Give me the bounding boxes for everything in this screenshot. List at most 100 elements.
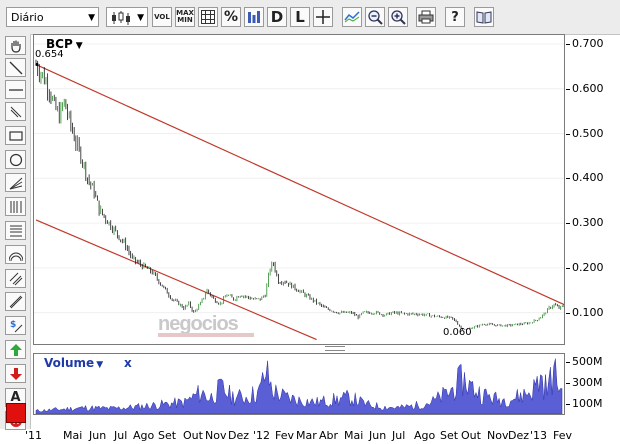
hand-tool-button[interactable] xyxy=(5,36,26,55)
book-button[interactable] xyxy=(474,7,494,27)
line-tool-button[interactable] xyxy=(5,58,26,77)
arrow-up-icon xyxy=(9,343,22,356)
line-icon xyxy=(9,61,22,74)
price-axis-tick xyxy=(566,223,570,225)
chevron-down-icon: ▼ xyxy=(137,13,144,23)
ellipse-tool-button[interactable] xyxy=(5,150,26,169)
price-axis-tick xyxy=(566,133,570,135)
price-axis-tick xyxy=(566,88,570,90)
grid-toggle-button[interactable] xyxy=(198,7,218,27)
buy-arrow-tool-button[interactable] xyxy=(5,340,26,359)
volume-chart-pane[interactable]: Volume ▼ x xyxy=(33,353,565,415)
price-axis-label: 0.200 xyxy=(572,260,604,274)
vertical-line-tool-button[interactable] xyxy=(5,102,26,121)
time-axis-label: Mar xyxy=(296,429,317,442)
drawing-tools-panel: $ A xyxy=(0,34,31,430)
time-axis-label: Dez xyxy=(508,429,530,442)
time-axis-label: Jun xyxy=(369,429,387,442)
parallel-lines-tool-button[interactable] xyxy=(5,292,26,311)
svg-text:$: $ xyxy=(10,320,16,330)
time-axis-label: Abr xyxy=(319,429,339,442)
log-button[interactable]: L xyxy=(290,7,310,27)
trendline-2 xyxy=(35,219,317,341)
maxmin-toggle-button[interactable]: MAX MIN xyxy=(175,7,195,27)
print-button[interactable] xyxy=(416,7,436,27)
arc-tool-button[interactable] xyxy=(5,245,26,264)
sell-arrow-tool-button[interactable] xyxy=(5,364,26,383)
volume-area xyxy=(35,358,563,414)
close-volume-button[interactable]: x xyxy=(124,356,132,370)
price-axis-label: 0.700 xyxy=(572,36,604,50)
volume-axis-tick xyxy=(566,382,570,384)
price-axis: 0.700 0.600 0.500 0.400 0.300 0.200 0.100 xyxy=(566,34,620,345)
watermark-bar xyxy=(158,333,254,337)
compare-button[interactable] xyxy=(244,7,264,27)
price-axis-label: 0.400 xyxy=(572,171,604,185)
time-axis-label: Out xyxy=(183,429,203,442)
color-swatch-button[interactable] xyxy=(6,403,26,423)
price-axis-label: 0.500 xyxy=(572,126,604,140)
chart-type-select[interactable]: ▼ xyxy=(106,7,148,27)
fibonacci-vertical-tool-button[interactable] xyxy=(5,197,26,216)
dollar-tool-button[interactable]: $ xyxy=(5,316,26,335)
time-axis-label: Nov xyxy=(487,429,509,442)
chevron-down-icon: ▼ xyxy=(96,360,104,370)
volume-toggle-button[interactable]: VOL xyxy=(152,7,172,27)
watermark-logo: negocios xyxy=(158,313,239,335)
zoom-out-button[interactable] xyxy=(365,7,385,27)
volume-title: Volume xyxy=(44,356,95,370)
time-axis: '11 Mai Jun Jul Ago Set Out Nov Dez '12 Fev Mar Abr M… xyxy=(0,428,620,444)
volume-axis-tick xyxy=(566,403,570,405)
time-axis-label: Mai xyxy=(344,429,364,442)
price-chart xyxy=(34,43,564,341)
time-axis-label: Nov xyxy=(205,429,227,442)
zoom-in-icon xyxy=(391,10,406,25)
time-axis-label: Fev xyxy=(553,429,573,442)
volume-indicator-selector[interactable]: Volume ▼ xyxy=(44,356,103,370)
time-axis-label: Ago xyxy=(133,429,155,442)
price-chart-pane[interactable]: BCP ▼ 0.654 0.060 negocios xyxy=(33,34,565,345)
channel-tool-button[interactable] xyxy=(5,269,26,288)
crosshair-button[interactable] xyxy=(313,7,333,27)
zoom-in-button[interactable] xyxy=(388,7,408,27)
time-axis-label: Dez xyxy=(228,429,250,442)
daily-button[interactable]: D xyxy=(267,7,287,27)
volume-axis: 500M 300M 100M xyxy=(566,353,620,415)
horizontal-line-icon xyxy=(8,88,23,91)
indicators-button[interactable] xyxy=(342,7,362,27)
chevron-down-icon: ▼ xyxy=(75,41,83,51)
time-axis-label: Jul xyxy=(114,429,128,442)
time-axis-label: Jun xyxy=(89,429,107,442)
volume-axis-label: 500M xyxy=(572,355,603,369)
high-marker xyxy=(35,63,39,67)
time-axis-label: '13 xyxy=(530,429,548,442)
compare-icon xyxy=(248,11,260,23)
crosshair-icon xyxy=(316,10,330,24)
price-axis-tick xyxy=(566,178,570,180)
volume-chart xyxy=(35,358,563,414)
help-button[interactable]: ? xyxy=(445,7,465,27)
symbol-selector[interactable]: BCP ▼ xyxy=(46,37,83,51)
fan-tool-button[interactable] xyxy=(5,173,26,192)
period-select[interactable]: Diário ▼ xyxy=(6,7,99,27)
rectangle-icon xyxy=(8,130,23,141)
pane-resize-handle[interactable] xyxy=(325,346,345,351)
rectangle-tool-button[interactable] xyxy=(5,126,26,145)
chevron-down-icon: ▼ xyxy=(88,13,95,23)
time-axis-label: Out xyxy=(461,429,481,442)
color-swatch-icon xyxy=(7,404,25,422)
dollar-icon: $ xyxy=(10,320,22,332)
fan-icon xyxy=(9,177,22,189)
price-axis-tick xyxy=(566,267,570,269)
horizontal-line-tool-button[interactable] xyxy=(5,80,26,99)
grid-icon xyxy=(201,10,215,24)
fibonacci-horizontal-tool-button[interactable] xyxy=(5,221,26,240)
ellipse-icon xyxy=(9,153,22,166)
fibonacci-horizontal-icon xyxy=(9,225,22,236)
time-axis-label: '11 xyxy=(25,429,43,442)
time-axis-label: Ago xyxy=(414,429,436,442)
percent-button[interactable]: % xyxy=(221,7,241,27)
period-select-label: Diário xyxy=(11,11,44,24)
vertical-line-icon xyxy=(10,106,21,117)
fibonacci-vertical-icon xyxy=(10,200,21,213)
